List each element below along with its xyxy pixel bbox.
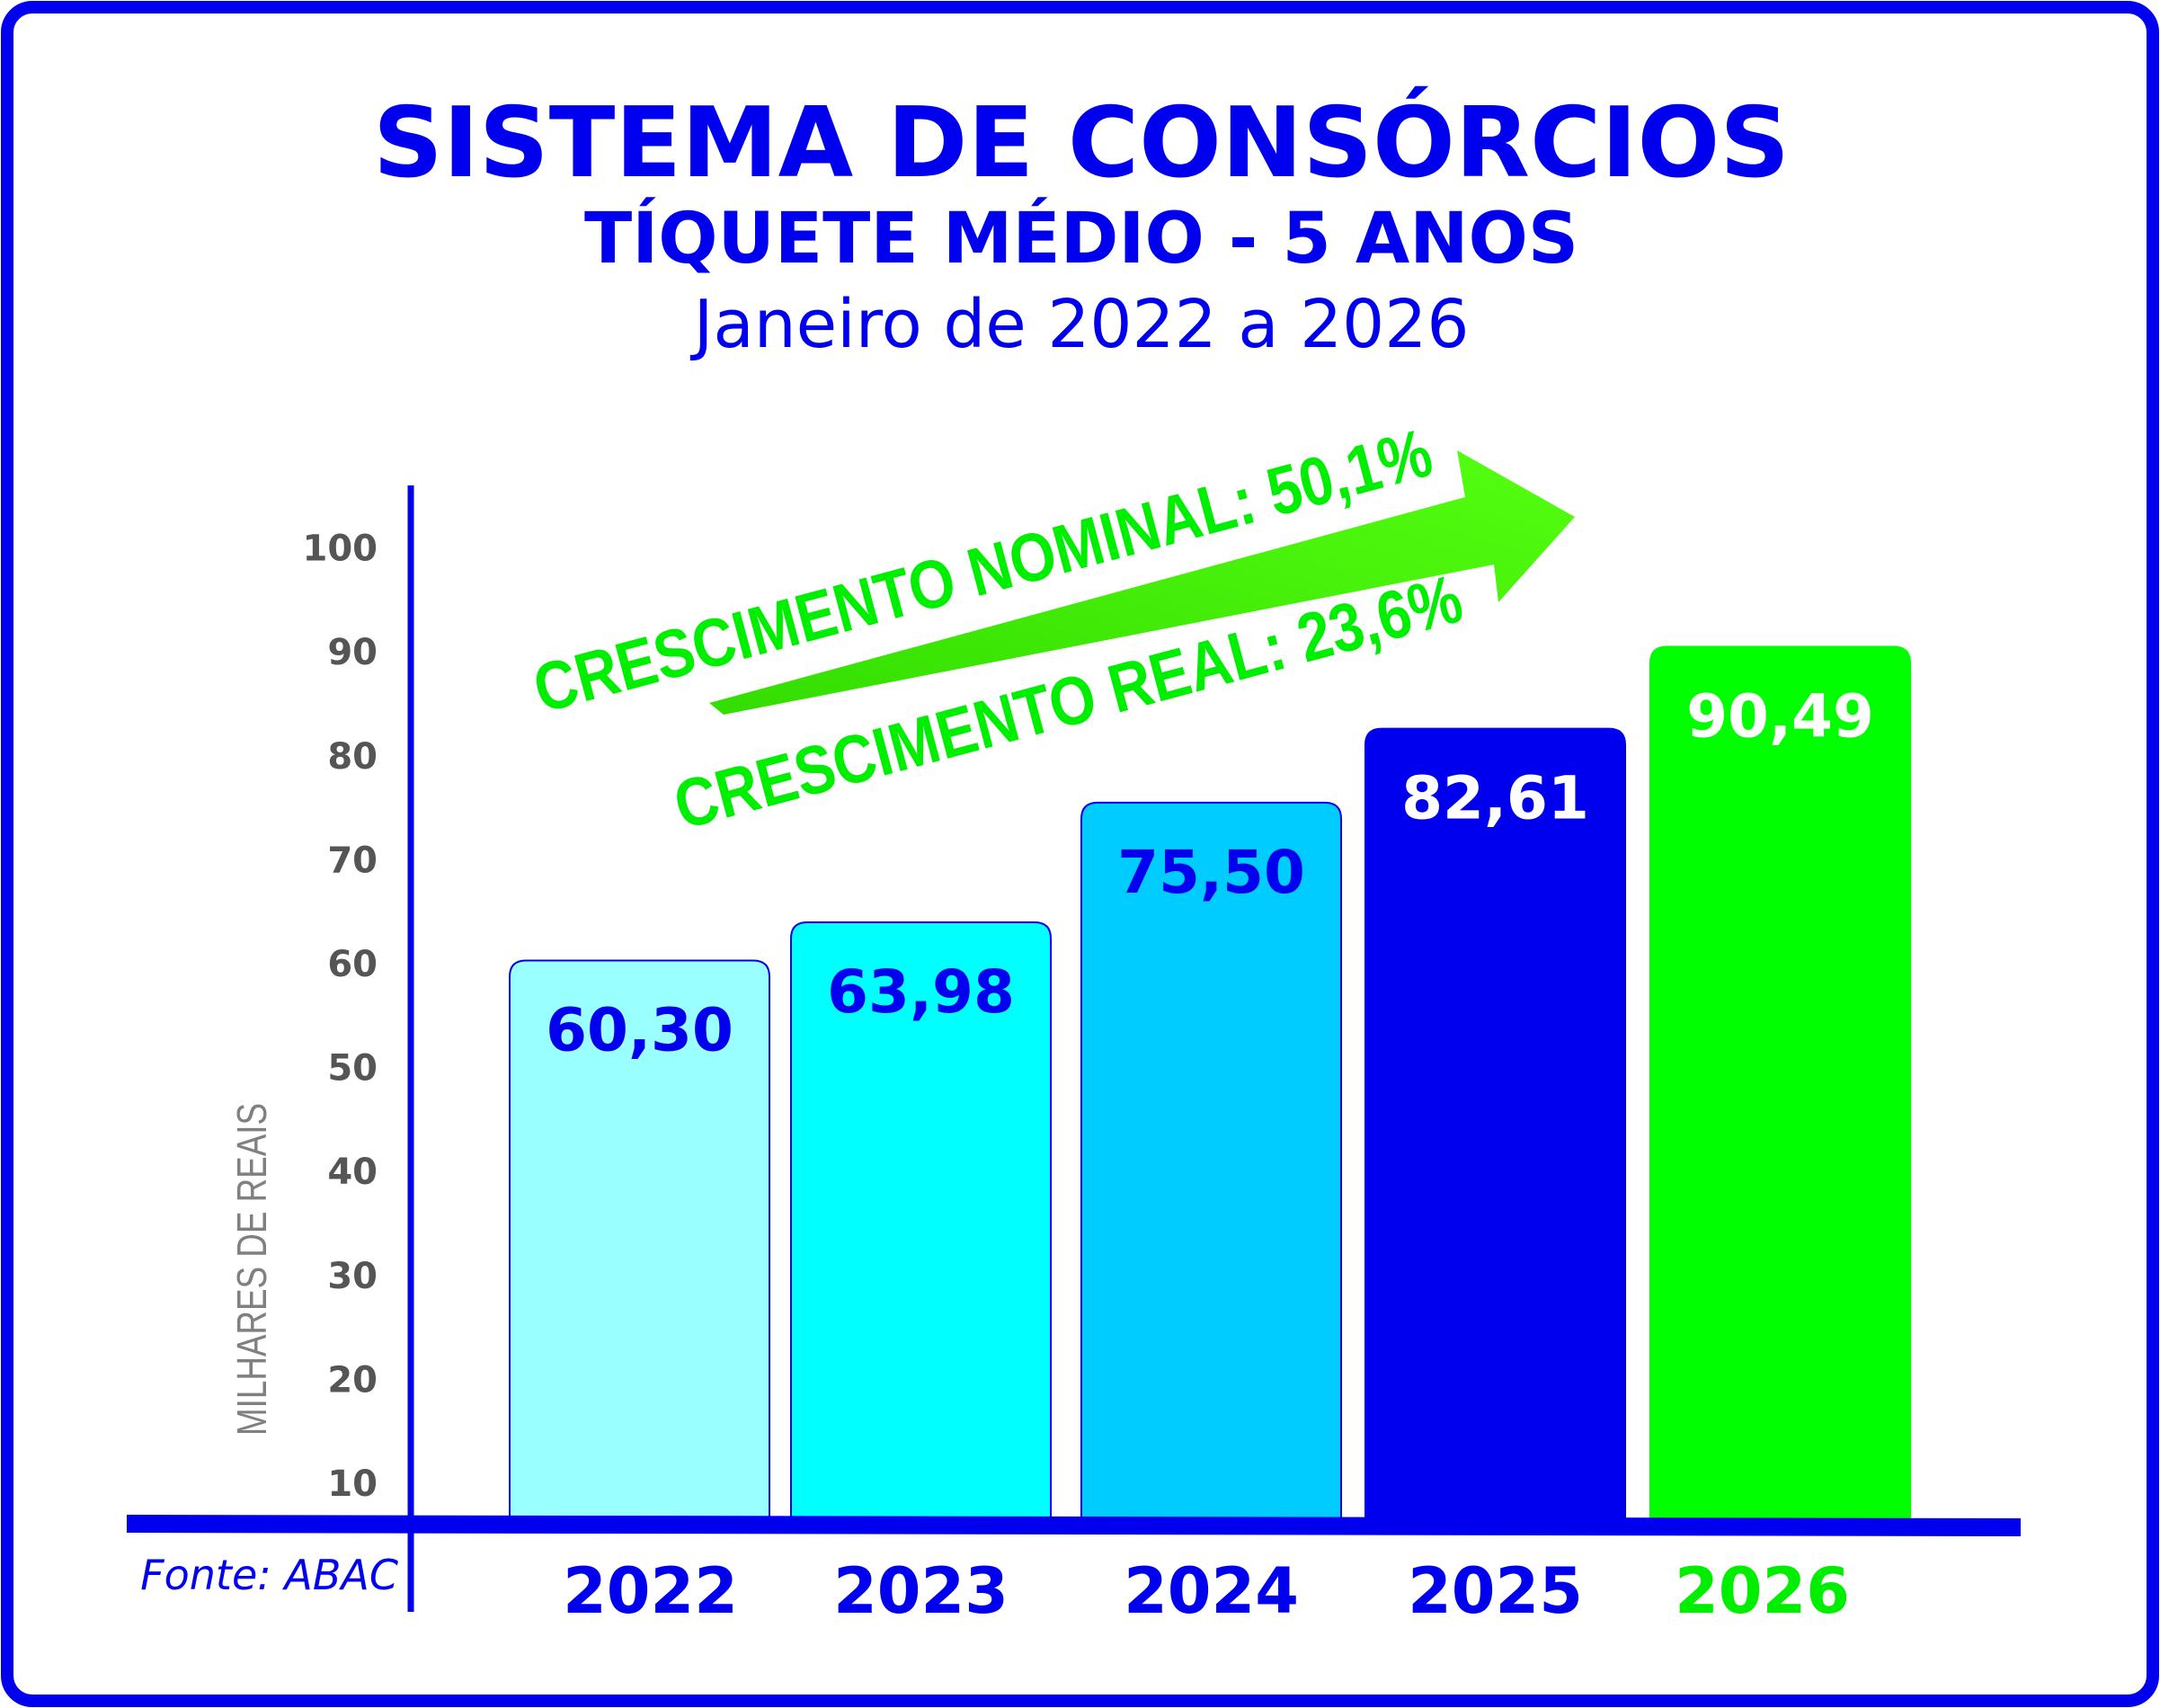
- y-tick-label: 60: [327, 944, 378, 985]
- y-tick-label: 20: [327, 1359, 378, 1401]
- bar-2022: [509, 959, 770, 1520]
- chart-title: SISTEMA DE CONSÓRCIOS: [373, 85, 1790, 200]
- bar-2025: [1364, 727, 1626, 1520]
- value-label: 75,50: [1117, 838, 1305, 907]
- x-tick-label: 2022: [563, 1554, 738, 1628]
- y-tick-label: 70: [327, 840, 378, 881]
- y-tick-label: 40: [327, 1152, 378, 1193]
- y-tick-label: 30: [327, 1256, 378, 1297]
- value-label: 90,49: [1686, 682, 1874, 752]
- value-label: 82,61: [1401, 764, 1589, 833]
- x-tick-label: 2025: [1408, 1554, 1583, 1628]
- y-tick-label: 10: [327, 1463, 378, 1505]
- bar-2023: [790, 921, 1052, 1520]
- x-tick-label: 2026: [1675, 1554, 1850, 1628]
- value-label: 60,30: [546, 996, 733, 1065]
- y-tick-label: 80: [327, 736, 378, 778]
- bar-2024: [1080, 801, 1342, 1520]
- x-axis: [126, 1515, 2022, 1536]
- value-label: 63,98: [827, 957, 1015, 1027]
- chart-period: Janeiro de 2022 a 2026: [690, 286, 1470, 363]
- x-tick-label: 2023: [833, 1554, 1009, 1628]
- source-label: Fonte: ABAC: [140, 1551, 398, 1599]
- y-tick-label: 100: [303, 529, 378, 570]
- x-tick-label: 2024: [1124, 1554, 1299, 1628]
- up-right-arrow-icon: [709, 450, 1575, 715]
- y-tick-label: 50: [327, 1048, 378, 1090]
- bar-2026: [1649, 645, 1911, 1520]
- y-tick-label: 90: [327, 632, 378, 673]
- chart-subtitle: TÍQUETE MÉDIO - 5 ANOS: [584, 197, 1578, 280]
- y-axis-label: MILHARES DE REAIS: [228, 1103, 275, 1436]
